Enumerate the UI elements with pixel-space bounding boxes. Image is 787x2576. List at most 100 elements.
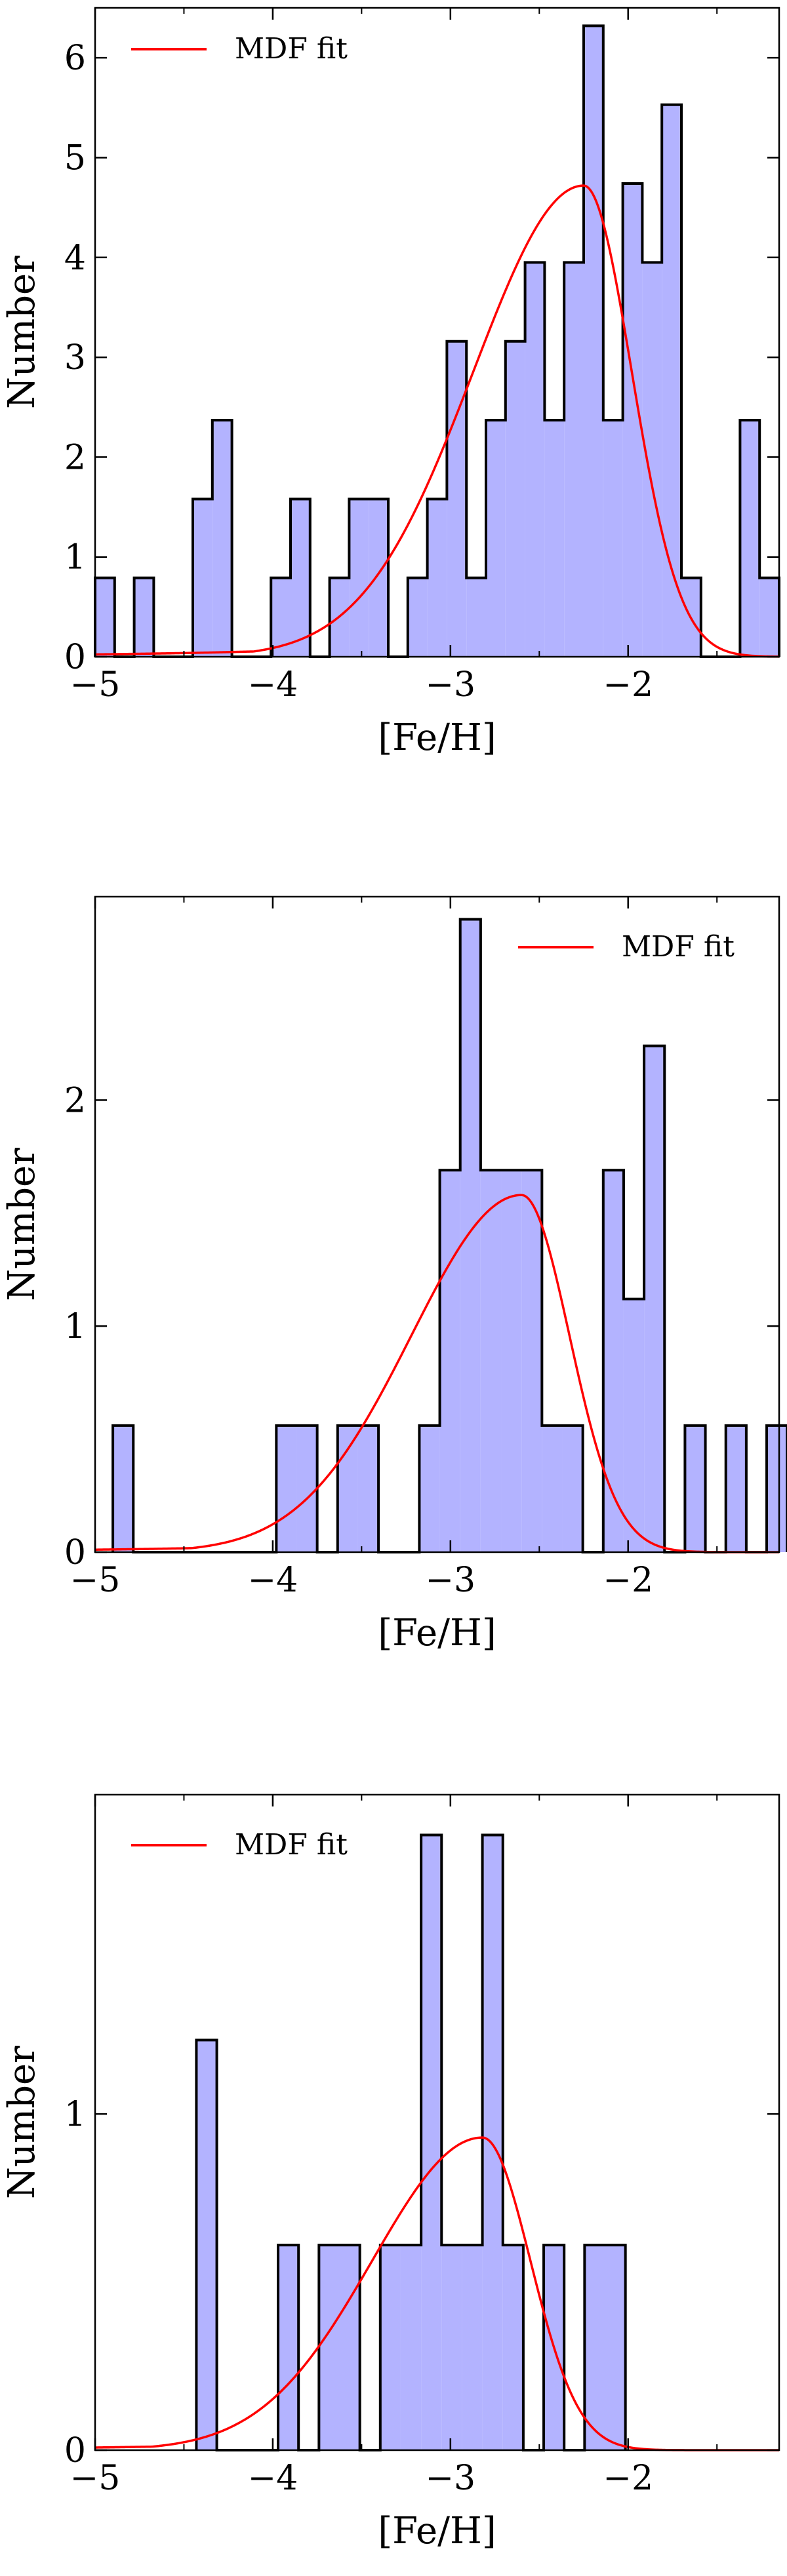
- y-axis-label: Number: [1, 2046, 43, 2199]
- histogram-bar: [584, 26, 603, 657]
- histogram-bar: [462, 2245, 483, 2450]
- histogram-bar: [486, 420, 506, 657]
- histogram-bar: [480, 1170, 502, 1552]
- tick-marks: [94, 1795, 779, 2451]
- histogram-bar: [685, 1425, 706, 1552]
- histogram-bar: [759, 577, 779, 657]
- histogram-bar: [662, 104, 681, 657]
- histogram-bar: [521, 1170, 542, 1552]
- panel-3: −5 −4 −3 −2 0 1 [Fe/H] Number MDF fit: [1, 1793, 780, 2552]
- mdf-fit-curve: [94, 184, 780, 658]
- y-tick-label: 6: [64, 39, 86, 78]
- x-tick-label: −4: [248, 665, 298, 705]
- x-tick-labels: −5 −4 −3 −2: [70, 1561, 653, 1600]
- tick-marks: [94, 8, 779, 658]
- x-tick-label: −5: [70, 665, 121, 705]
- x-tick-label: −2: [603, 2459, 653, 2498]
- y-tick-label: 2: [64, 438, 86, 477]
- histogram-bar: [603, 420, 623, 657]
- histogram-bar: [339, 2245, 360, 2450]
- histogram-bar: [278, 2245, 299, 2450]
- histogram-bar: [605, 2245, 626, 2450]
- x-tick-label: −2: [603, 1561, 653, 1600]
- x-tick-label: −5: [70, 2459, 121, 2498]
- histogram-bar: [740, 420, 760, 657]
- y-tick-label: 2: [64, 1081, 86, 1120]
- x-axis-label: [Fe/H]: [378, 716, 496, 759]
- panel-2: −5 −4 −3 −2 0 1 2 [Fe/H] Number MDF fit: [1, 895, 787, 1654]
- legend-label-mdf-fit: MDF fit: [235, 32, 348, 66]
- tick-marks: [94, 897, 779, 1553]
- y-tick-labels: 0 1 2: [64, 1081, 86, 1572]
- histogram-bars: [94, 24, 780, 658]
- plot-frame: [94, 895, 780, 1553]
- x-axis-label: [Fe/H]: [378, 1612, 496, 1654]
- histogram-bar: [357, 1425, 379, 1552]
- y-tick-label: 0: [64, 1533, 86, 1572]
- x-axis-label: [Fe/H]: [378, 2510, 496, 2552]
- panel-1: −5 −4 −3 −2 0 1 2 3 4 5 6 [Fe/H] Number …: [1, 7, 780, 759]
- histogram-bar: [501, 1170, 522, 1552]
- histogram-outline: [94, 24, 780, 658]
- histogram-bar: [193, 499, 212, 657]
- histogram-bar: [380, 2245, 401, 2450]
- histogram-bar: [319, 2245, 340, 2450]
- histogram-bar: [439, 1170, 460, 1552]
- x-tick-labels: −5 −4 −3 −2: [70, 2459, 653, 2498]
- histogram-bars: [195, 1833, 627, 2451]
- x-tick-label: −5: [70, 1561, 121, 1600]
- x-tick-labels: −5 −4 −3 −2: [70, 665, 653, 705]
- y-axis-label: Number: [1, 1148, 43, 1301]
- histogram-bar: [113, 1425, 134, 1552]
- histogram-bar: [767, 1425, 787, 1552]
- histogram-bar: [134, 577, 154, 657]
- histogram-bar: [441, 2245, 462, 2450]
- histogram-bar: [447, 341, 467, 657]
- fit-curve-layer: [94, 184, 780, 658]
- y-tick-label: 1: [64, 2095, 86, 2134]
- x-tick-label: −4: [248, 2459, 298, 2498]
- x-tick-label: −4: [248, 1561, 298, 1600]
- y-tick-labels: 0 1 2 3 4 5 6: [64, 39, 86, 677]
- histogram-bar: [502, 2245, 523, 2450]
- histogram-bar: [564, 262, 584, 657]
- histogram-bar: [642, 262, 662, 657]
- histogram-bar: [337, 1425, 358, 1552]
- x-tick-label: −3: [425, 2459, 475, 2498]
- histogram-bar: [644, 1045, 665, 1552]
- y-tick-label: 5: [64, 138, 86, 178]
- histogram-bar: [482, 1835, 503, 2450]
- histogram-bar: [584, 2245, 605, 2450]
- y-tick-label: 0: [64, 2431, 86, 2470]
- histogram-bar: [407, 577, 428, 657]
- y-tick-labels: 0 1: [64, 2095, 86, 2470]
- x-tick-label: −3: [425, 1561, 475, 1600]
- fit-curve-layer: [94, 1194, 779, 1553]
- y-tick-label: 4: [64, 239, 86, 278]
- histogram-bar: [291, 499, 310, 657]
- plot-frame: [94, 7, 780, 658]
- y-tick-label: 0: [64, 638, 86, 677]
- histogram-bar: [562, 1425, 583, 1552]
- histogram-bar: [542, 1425, 563, 1552]
- histogram-bar: [544, 420, 565, 657]
- histogram-bar: [369, 499, 388, 657]
- histogram-bar: [400, 2245, 422, 2450]
- histogram-bar: [95, 577, 115, 657]
- plot-frame: [94, 1793, 780, 2451]
- y-tick-label: 1: [64, 538, 86, 577]
- histogram-bar: [466, 577, 486, 657]
- legend-label-mdf-fit: MDF fit: [235, 1828, 348, 1862]
- histogram-bar: [421, 1835, 442, 2450]
- mdf-fit-curve: [94, 1194, 779, 1553]
- x-tick-label: −2: [603, 665, 653, 705]
- histogram-bar: [603, 1170, 624, 1552]
- y-axis-label: Number: [1, 256, 43, 409]
- histogram-bar: [296, 1425, 317, 1552]
- histogram-bar: [525, 262, 545, 657]
- histogram-bar: [419, 1425, 440, 1552]
- legend: MDF fit: [131, 32, 348, 66]
- y-tick-label: 1: [64, 1307, 86, 1346]
- histogram-bar: [460, 919, 481, 1552]
